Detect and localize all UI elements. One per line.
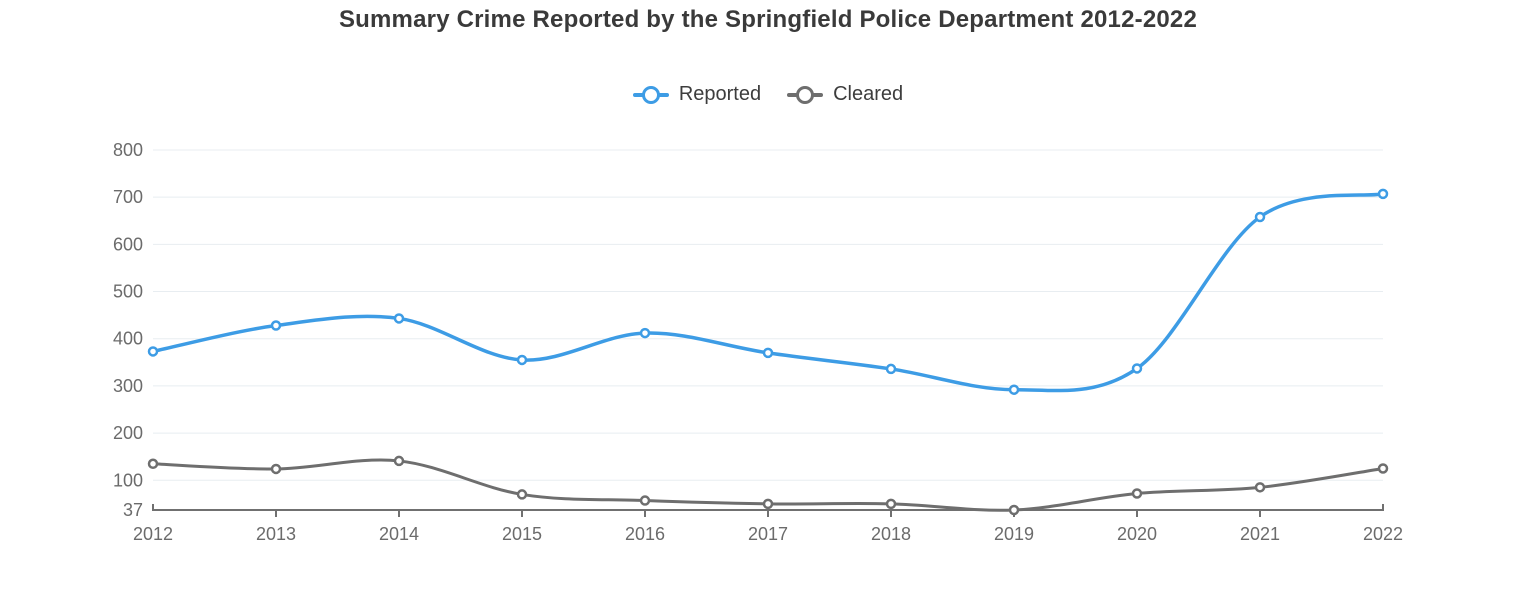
x-tick-label-2020: 2020 — [1117, 524, 1157, 544]
data-point-cleared-2014[interactable] — [393, 455, 405, 467]
series-line-reported — [151, 192, 1385, 393]
y-tick-label-200: 200 — [113, 423, 143, 443]
data-point-cleared-2013[interactable] — [270, 463, 282, 475]
data-point-reported-2020[interactable] — [1131, 363, 1143, 374]
x-tick-label-2013: 2013 — [256, 524, 296, 544]
y-tick-label-400: 400 — [113, 329, 143, 349]
legend-item-reported[interactable]: Reported — [632, 83, 762, 106]
x-tick-label-2015: 2015 — [502, 524, 542, 544]
y-tick-label-700: 700 — [113, 187, 143, 207]
x-tick-label-2014: 2014 — [379, 524, 419, 544]
legend-line-marker-icon — [787, 85, 824, 105]
x-tick-label-2018: 2018 — [871, 524, 911, 544]
legend-label: Cleared — [833, 83, 904, 105]
legend-line-marker-icon — [632, 85, 669, 105]
x-tick-label-2016: 2016 — [625, 524, 665, 544]
data-point-cleared-2021[interactable] — [1254, 482, 1266, 493]
legend-label: Reported — [678, 83, 762, 105]
data-point-reported-2019[interactable] — [1008, 384, 1020, 395]
y-tick-label-100: 100 — [113, 470, 143, 490]
data-point-cleared-2019[interactable] — [1008, 504, 1020, 516]
data-point-cleared-2015[interactable] — [516, 489, 528, 500]
y-tick-label-500: 500 — [113, 282, 143, 302]
x-tick-label-2017: 2017 — [748, 524, 788, 544]
y-tick-label-37: 37 — [123, 500, 143, 520]
data-point-reported-2022[interactable] — [1377, 188, 1389, 200]
data-point-cleared-2017[interactable] — [762, 498, 774, 510]
y-tick-label-300: 300 — [113, 376, 143, 396]
data-point-reported-2013[interactable] — [270, 320, 282, 331]
data-point-reported-2018[interactable] — [885, 363, 897, 375]
legend: Reported Cleared — [0, 83, 1536, 106]
data-point-cleared-2020[interactable] — [1131, 488, 1143, 499]
data-point-reported-2017[interactable] — [762, 347, 774, 359]
data-point-cleared-2022[interactable] — [1377, 463, 1389, 474]
data-point-cleared-2016[interactable] — [639, 495, 651, 506]
data-point-cleared-2012[interactable] — [147, 458, 159, 470]
x-tick-label-2022: 2022 — [1363, 524, 1403, 544]
y-tick-label-600: 600 — [113, 234, 143, 254]
y-tick-label-800: 800 — [113, 140, 143, 160]
chart-title: Summary Crime Reported by the Springfiel… — [338, 6, 1198, 33]
data-point-reported-2014[interactable] — [393, 313, 405, 324]
legend-item-cleared[interactable]: Cleared — [787, 83, 903, 106]
x-tick-label-2019: 2019 — [994, 524, 1034, 544]
data-point-reported-2016[interactable] — [639, 327, 651, 339]
data-point-reported-2021[interactable] — [1254, 211, 1266, 223]
data-point-cleared-2018[interactable] — [885, 498, 897, 510]
x-tick-label-2021: 2021 — [1240, 524, 1280, 544]
data-point-reported-2012[interactable] — [147, 346, 159, 357]
x-tick-label-2012: 2012 — [133, 524, 173, 544]
data-point-reported-2015[interactable] — [516, 354, 528, 366]
